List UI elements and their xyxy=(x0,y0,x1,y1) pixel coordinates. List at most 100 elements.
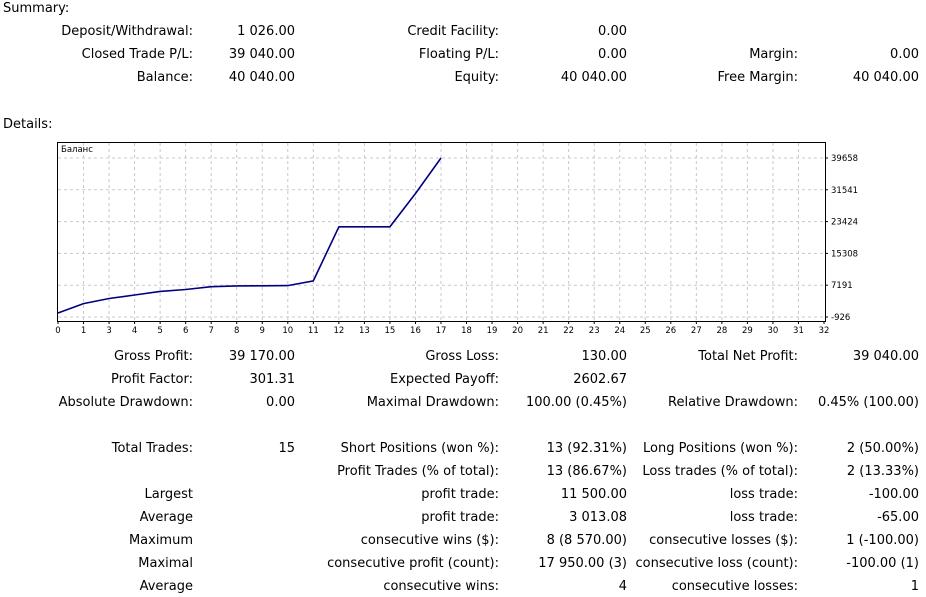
max-consecutive-losses-value: 1 (-100.00) xyxy=(846,533,919,548)
chart-y-ticks: 39658 31541 23424 15308 7191 -926 xyxy=(825,154,858,323)
free-margin-label: Free Margin: xyxy=(717,70,798,85)
chart-x-tick-label: 15 xyxy=(385,326,396,336)
equity-label: Equity: xyxy=(454,70,499,85)
max-consecutive-losses-label: consecutive losses ($): xyxy=(649,533,798,548)
chart-x-tick-label: 4 xyxy=(132,326,137,336)
profit-factor-label: Profit Factor: xyxy=(111,372,193,387)
deposit-label: Deposit/Withdrawal: xyxy=(61,24,193,39)
chart-x-tick-label: 20 xyxy=(512,326,523,336)
long-positions-label: Long Positions (won %): xyxy=(643,441,798,456)
largest-label: Largest xyxy=(144,487,193,502)
chart-y-tick-label: 7191 xyxy=(831,281,853,291)
chart-x-tick-label: 29 xyxy=(742,326,753,336)
chart-x-tick-label: 23 xyxy=(589,326,600,336)
chart-x-tick-label: 0 xyxy=(55,326,60,336)
maximal-label: Maximal xyxy=(138,556,193,571)
chart-x-tick-label: 10 xyxy=(282,326,293,336)
chart-x-tick-label: 5 xyxy=(157,326,162,336)
chart-x-tick-label: 9 xyxy=(260,326,265,336)
chart-x-tick-label: 16 xyxy=(410,326,421,336)
relative-drawdown-label: Relative Drawdown: xyxy=(668,395,798,410)
equity-value: 40 040.00 xyxy=(560,70,627,85)
balance-value: 40 040.00 xyxy=(228,70,295,85)
largest-profit-trade-value: 11 500.00 xyxy=(560,487,627,502)
total-trades-label: Total Trades: xyxy=(111,441,193,456)
chart-x-tick-label: 30 xyxy=(768,326,779,336)
profit-trades-label: Profit Trades (% of total): xyxy=(337,464,499,479)
total-net-profit-label: Total Net Profit: xyxy=(698,349,798,364)
floating-pl-value: 0.00 xyxy=(598,47,627,62)
chart-x-tick-label: 7 xyxy=(208,326,213,336)
margin-value: 0.00 xyxy=(890,47,919,62)
total-trades-value: 15 xyxy=(278,441,295,456)
chart-y-tick-label: 23424 xyxy=(831,218,858,228)
maximal-consecutive-loss-value: -100.00 (1) xyxy=(846,556,919,571)
profit-trades-value: 13 (86.67%) xyxy=(546,464,627,479)
closed-pl-value: 39 040.00 xyxy=(228,47,295,62)
gross-loss-label: Gross Loss: xyxy=(425,349,499,364)
loss-trades-value: 2 (13.33%) xyxy=(846,464,919,479)
profit-factor-value: 301.31 xyxy=(249,372,296,387)
floating-pl-label: Floating P/L: xyxy=(418,47,499,62)
balance-label: Balance: xyxy=(136,70,193,85)
free-margin-value: 40 040.00 xyxy=(852,70,919,85)
chart-x-tick-label: 22 xyxy=(563,326,574,336)
average-label: Average xyxy=(139,510,193,525)
gross-loss-value: 130.00 xyxy=(581,349,628,364)
details-heading: Details: xyxy=(3,117,53,132)
avg-consecutive-losses-label: consecutive losses: xyxy=(671,579,798,594)
maximum-label: Maximum xyxy=(128,533,193,548)
maximal-consecutive-profit-label: consecutive profit (count): xyxy=(327,556,499,571)
maximal-drawdown-label: Maximal Drawdown: xyxy=(366,395,499,410)
expected-payoff-value: 2602.67 xyxy=(573,372,627,387)
largest-loss-trade-label: loss trade: xyxy=(729,487,798,502)
credit-facility-label: Credit Facility: xyxy=(407,24,499,39)
loss-trades-label: Loss trades (% of total): xyxy=(642,464,798,479)
summary-heading: Summary: xyxy=(3,1,70,16)
chart-y-tick-label: 31541 xyxy=(831,186,858,196)
credit-facility-value: 0.00 xyxy=(598,24,627,39)
chart-x-tick-label: 26 xyxy=(665,326,676,336)
chart-x-tick-label: 6 xyxy=(183,326,188,336)
maximal-consecutive-profit-value: 17 950.00 (3) xyxy=(538,556,627,571)
chart-x-tick-label: 12 xyxy=(333,326,344,336)
chart-x-tick-label: 18 xyxy=(461,326,472,336)
average-loss-trade-label: loss trade: xyxy=(729,510,798,525)
chart-x-tick-label: 25 xyxy=(640,326,651,336)
chart-series-line xyxy=(57,157,442,314)
chart-x-tick-label: 21 xyxy=(538,326,549,336)
largest-profit-trade-label: profit trade: xyxy=(421,487,499,502)
average-consecutive-label: Average xyxy=(139,579,193,594)
chart-grid xyxy=(58,143,825,321)
chart-x-tick-label: 17 xyxy=(436,326,447,336)
chart-x-tick-label: 31 xyxy=(793,326,804,336)
expected-payoff-label: Expected Payoff: xyxy=(390,372,499,387)
chart-x-tick-label: 11 xyxy=(308,326,319,336)
chart-x-tick-label: 32 xyxy=(819,326,830,336)
chart-x-tick-label: 8 xyxy=(234,326,239,336)
chart-x-tick-label: 27 xyxy=(691,326,702,336)
total-net-profit-value: 39 040.00 xyxy=(852,349,919,364)
chart-x-ticks: 0 1 3 4 5 6 7 8 9 10 11 12 13 15 16 17 18 19 20 21 22 23 24 25 2… xyxy=(55,321,829,336)
chart-x-tick-label: 3 xyxy=(106,326,111,336)
absolute-drawdown-value: 0.00 xyxy=(266,395,295,410)
chart-y-tick-label: -926 xyxy=(831,313,850,323)
chart-plot-area xyxy=(57,142,826,322)
avg-consecutive-wins-value: 4 xyxy=(618,579,627,594)
chart-x-tick-label: 24 xyxy=(614,326,625,336)
absolute-drawdown-label: Absolute Drawdown: xyxy=(58,395,193,410)
chart-x-tick-label: 28 xyxy=(716,326,727,336)
avg-consecutive-wins-label: consecutive wins: xyxy=(383,579,499,594)
chart-y-tick-label: 39658 xyxy=(831,154,858,164)
deposit-value: 1 026.00 xyxy=(237,24,295,39)
largest-loss-trade-value: -100.00 xyxy=(868,487,919,502)
max-consecutive-wins-label: consecutive wins ($): xyxy=(360,533,499,548)
closed-pl-label: Closed Trade P/L: xyxy=(81,47,193,62)
average-profit-trade-label: profit trade: xyxy=(421,510,499,525)
short-positions-value: 13 (92.31%) xyxy=(546,441,627,456)
chart-title: Баланс xyxy=(61,145,93,155)
chart-x-tick-label: 19 xyxy=(487,326,498,336)
chart-x-tick-label: 13 xyxy=(359,326,370,336)
relative-drawdown-value: 0.45% (100.00) xyxy=(817,395,919,410)
avg-consecutive-losses-value: 1 xyxy=(910,579,919,594)
